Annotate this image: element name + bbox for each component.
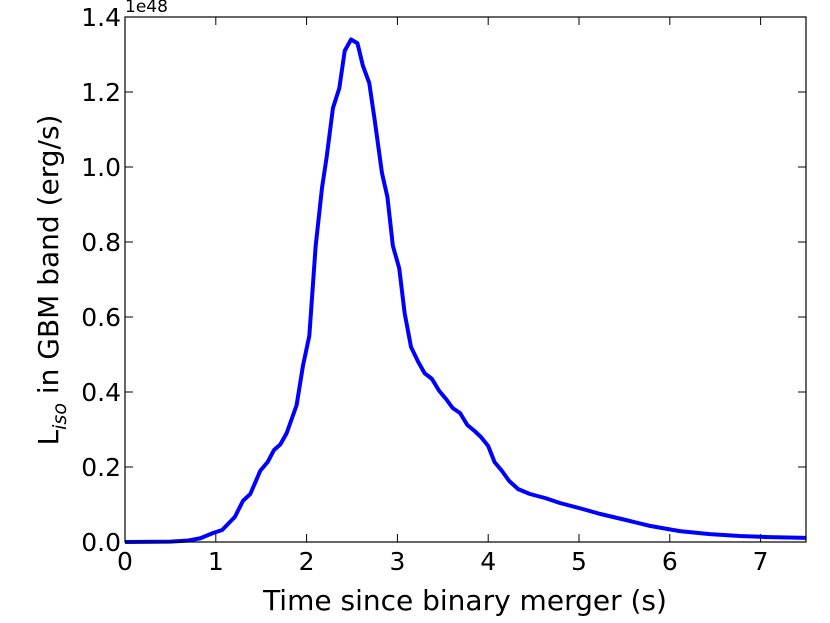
y-axis-label: Liso in GBM band (erg/s) [32, 115, 71, 446]
y-tick-label: 1.2 [81, 78, 121, 107]
offset-label: 1e48 [125, 0, 168, 17]
x-tick-label: 1 [208, 547, 224, 576]
x-tick-label: 7 [753, 547, 769, 576]
y-tick-label: 1.4 [81, 3, 121, 32]
y-tick-label: 0.6 [81, 303, 121, 332]
y-tick-label: 0.4 [81, 378, 121, 407]
y-tick-label: 0.2 [81, 453, 121, 482]
x-axis-label: Time since binary merger (s) [262, 584, 667, 617]
data-line [124, 37, 807, 544]
x-tick-label: 5 [571, 547, 587, 576]
x-tick-label: 0 [117, 547, 133, 576]
y-tick-label: 0.0 [81, 528, 121, 557]
y-label-main: L [32, 429, 65, 445]
y-label-rest: in GBM band (erg/s) [32, 115, 65, 404]
x-tick-label: 3 [389, 547, 405, 576]
y-label-subscript: iso [49, 403, 71, 430]
x-tick-label: 6 [662, 547, 678, 576]
plot-frame [124, 16, 807, 543]
y-tick-label: 0.8 [81, 228, 121, 257]
x-tick-label: 4 [480, 547, 496, 576]
y-tick-label: 1.0 [81, 153, 121, 182]
x-tick-label: 2 [299, 547, 315, 576]
